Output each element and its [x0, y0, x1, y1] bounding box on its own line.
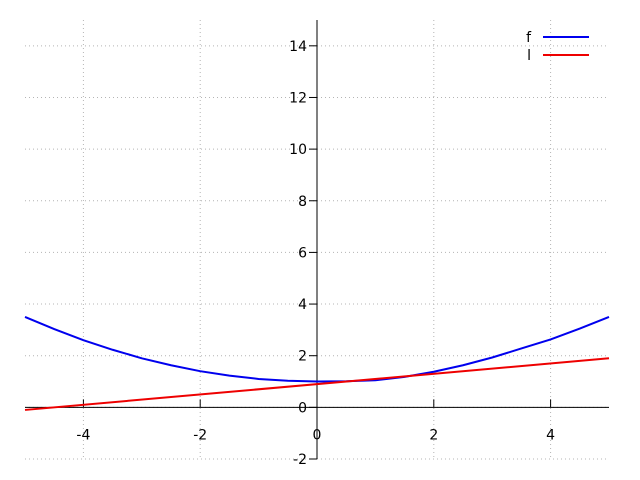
- legend-label-l: l: [527, 48, 531, 64]
- x-tick-label-3: 2: [429, 427, 438, 443]
- legend: fl: [526, 30, 589, 64]
- y-tick-label-5: 8: [298, 194, 307, 210]
- series-line-f: [24, 316, 610, 383]
- y-tick-label-7: 12: [289, 90, 307, 106]
- y-ticks: -2 0 2 4 6 8 10 12 14: [289, 39, 317, 468]
- x-tick-label-2: 0: [313, 427, 322, 443]
- x-tick-label-4: 4: [546, 427, 555, 443]
- y-tick-label-1: 0: [298, 400, 307, 416]
- legend-label-f: f: [526, 30, 532, 46]
- y-tick-label-0: -2: [293, 452, 307, 468]
- y-tick-label-4: 6: [298, 245, 307, 261]
- y-tick-label-2: 2: [298, 349, 307, 365]
- series-lines: [24, 316, 610, 411]
- y-tick-label-8: 14: [289, 39, 307, 55]
- y-tick-label-6: 10: [289, 142, 307, 158]
- y-tick-label-3: 4: [298, 297, 307, 313]
- x-tick-label-0: -4: [76, 427, 90, 443]
- x-tick-label-1: -2: [193, 427, 207, 443]
- x-ticks: -4 -2 0 2 4: [76, 399, 555, 443]
- series-line-l: [24, 357, 610, 411]
- axes: [25, 20, 609, 459]
